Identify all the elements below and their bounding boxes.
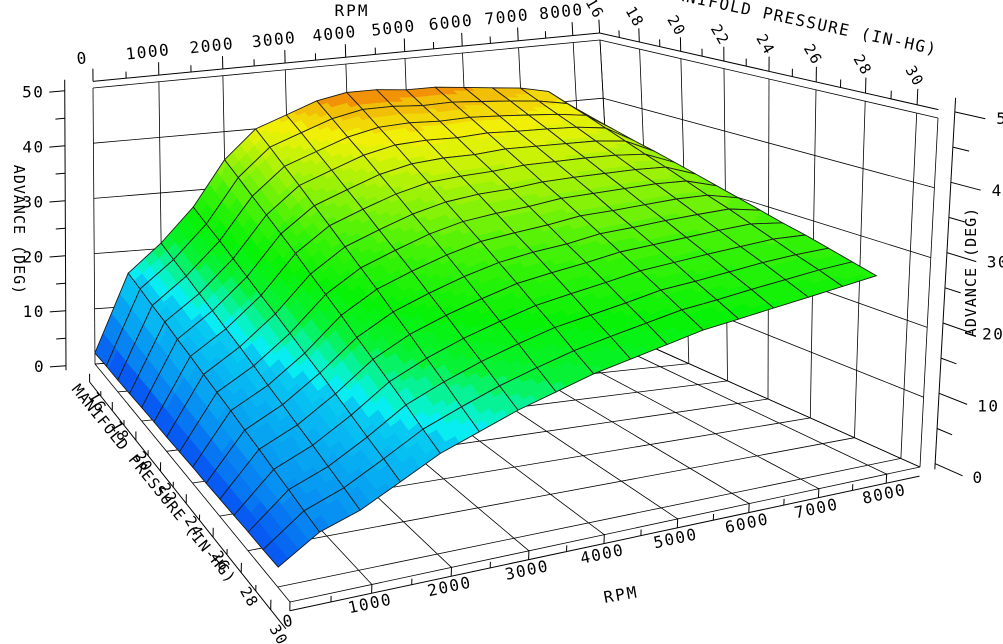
svg-text:3000: 3000 <box>251 28 297 52</box>
svg-text:4000: 4000 <box>311 22 357 46</box>
svg-text:40: 40 <box>22 138 44 157</box>
svg-text:20: 20 <box>23 247 45 266</box>
svg-text:6000: 6000 <box>428 11 474 35</box>
svg-text:30: 30 <box>22 192 44 211</box>
svg-text:5000: 5000 <box>370 16 416 40</box>
svg-text:50: 50 <box>996 109 1003 128</box>
svg-text:2000: 2000 <box>189 34 235 58</box>
rpm-axis-top: 0 1000 2000 3000 4000 5000 6000 7000 8000 <box>76 0 600 82</box>
svg-text:30: 30 <box>987 253 1003 272</box>
svg-text:20: 20 <box>982 325 1003 344</box>
advance-axis-right: 0 10 20 30 40 50 <box>934 97 1003 487</box>
svg-text:40: 40 <box>992 181 1003 200</box>
svg-text:30: 30 <box>266 621 292 644</box>
svg-text:8000: 8000 <box>538 0 584 23</box>
advance-axis-title-left: ADVANCE (DEG) <box>10 165 28 295</box>
svg-text:7000: 7000 <box>484 5 530 29</box>
advance-axis-title-right: ADVANCE (DEG) <box>962 207 980 337</box>
svg-text:0: 0 <box>76 48 89 68</box>
advance-axis-left: 0 10 20 30 40 50 <box>22 79 67 376</box>
svg-text:10: 10 <box>977 396 999 415</box>
rpm-axis-title-top: RPM <box>335 1 370 20</box>
svg-text:0: 0 <box>34 357 45 376</box>
svg-text:50: 50 <box>22 83 44 102</box>
svg-text:0: 0 <box>281 610 296 631</box>
svg-text:0: 0 <box>973 468 984 487</box>
svg-text:1000: 1000 <box>125 40 171 64</box>
svg-text:10: 10 <box>23 302 45 321</box>
surface-mesh <box>94 86 878 568</box>
